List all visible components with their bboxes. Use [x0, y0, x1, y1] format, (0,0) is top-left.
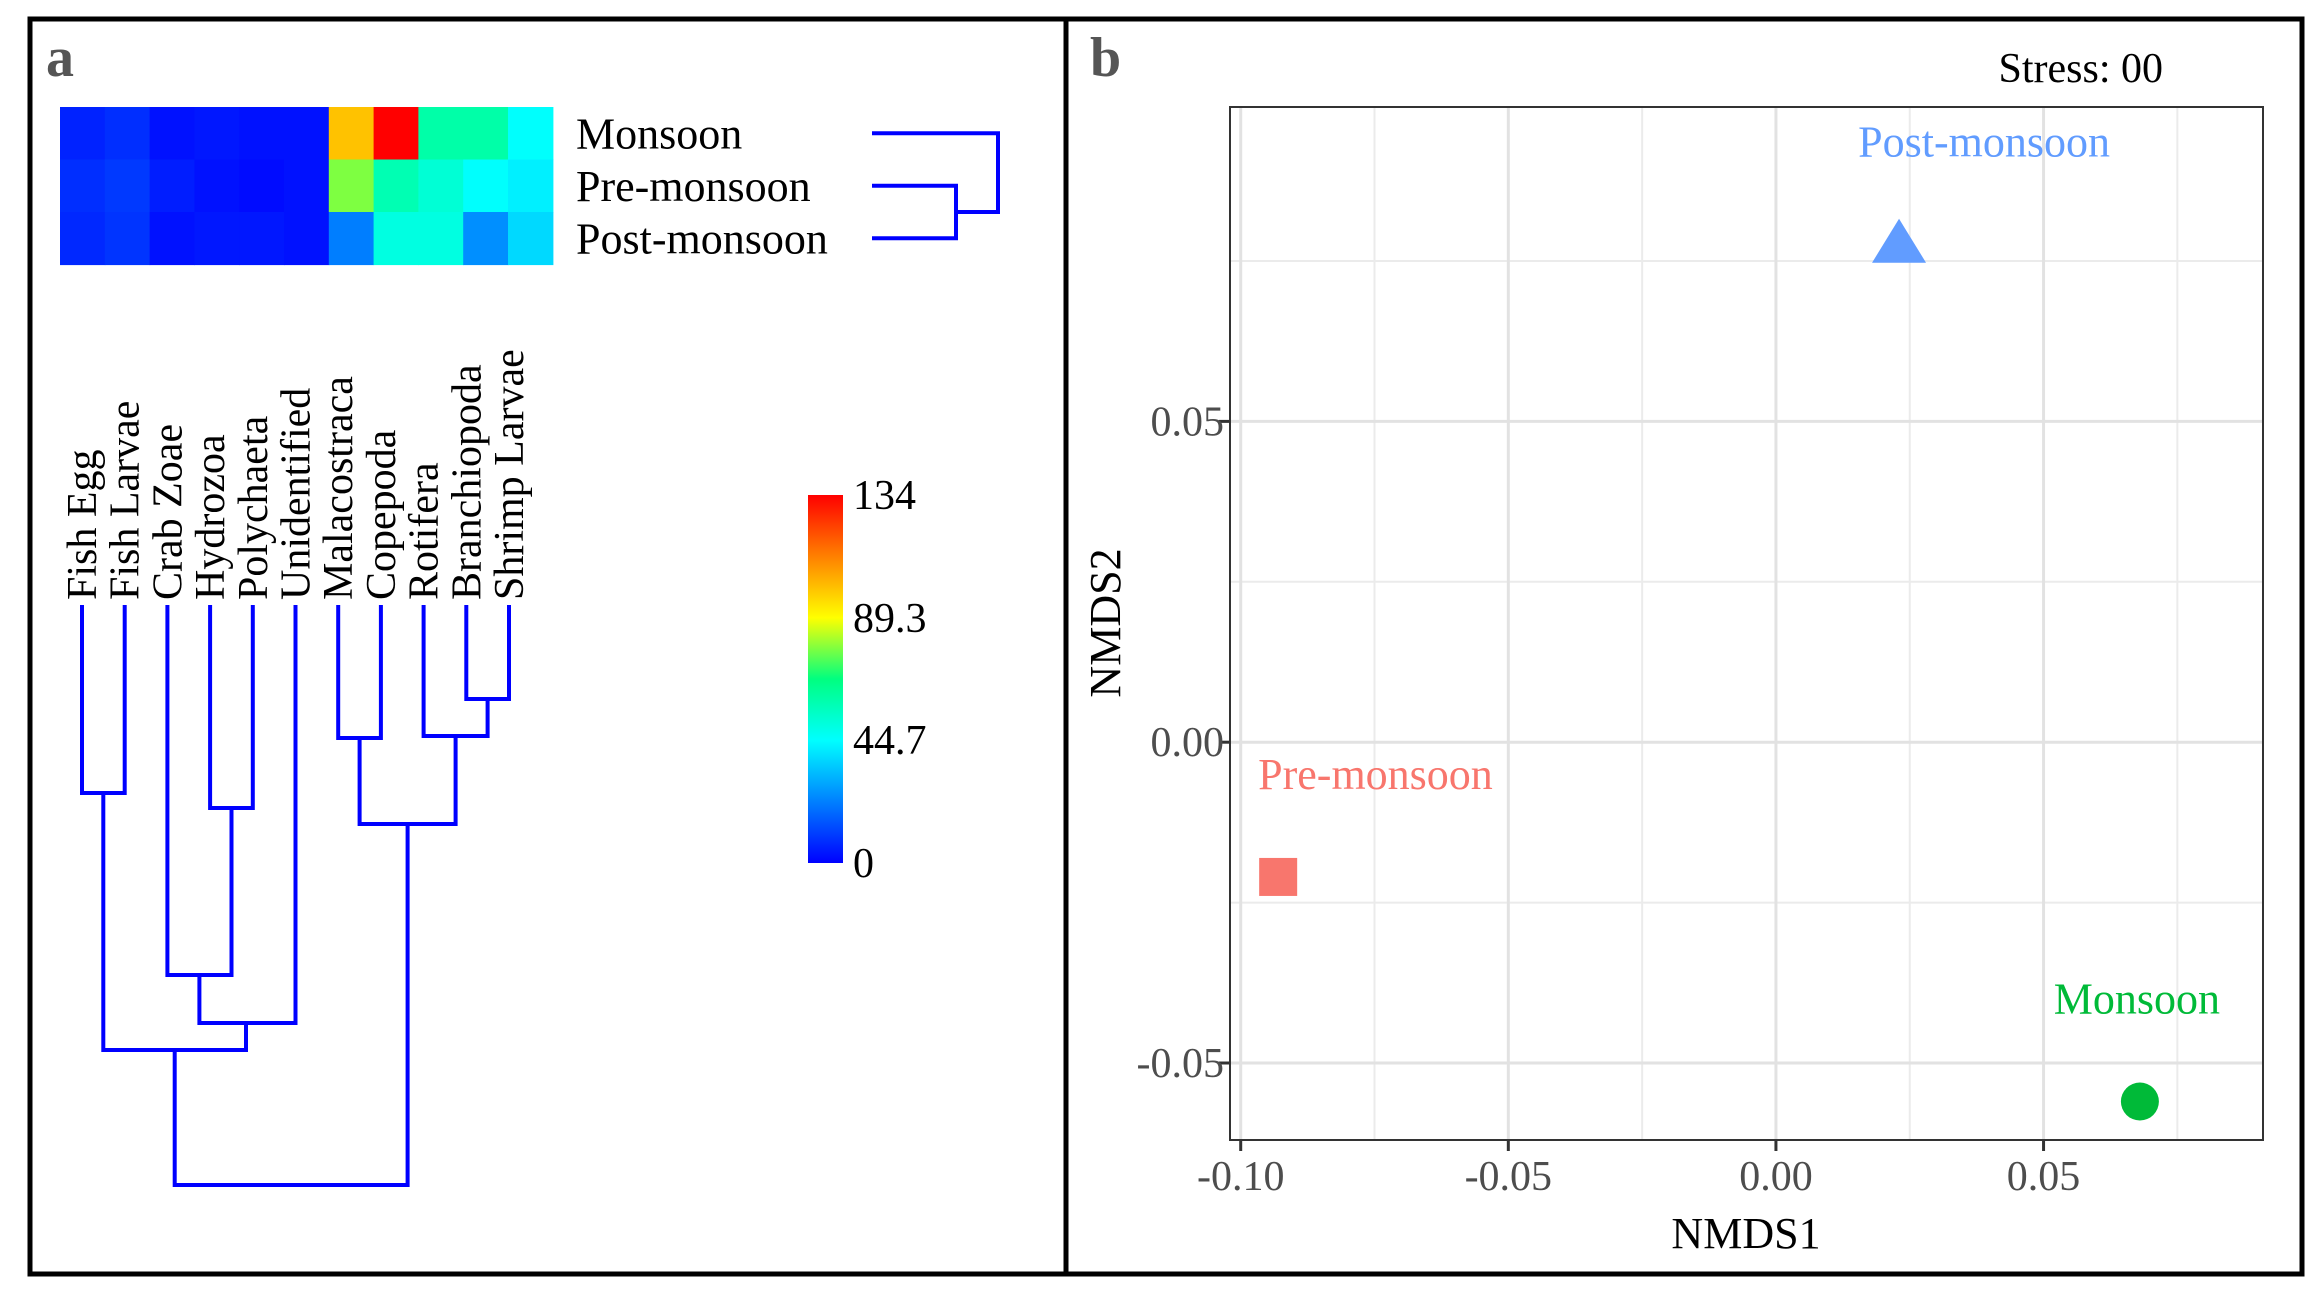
taxon-label-rotifera: Rotifera: [402, 462, 448, 600]
y-axis-title: NMDS2: [1081, 548, 1130, 697]
heatmap-cell-post-monsoon-hydrozoa: [194, 212, 240, 266]
y-tick-label-0-05: -0.05: [1137, 1041, 1225, 1087]
season-label-post-monsoon: Post-monsoon: [576, 214, 828, 263]
heatmap-cell-pre-monsoon-hydrozoa: [194, 159, 240, 213]
colorbar: [808, 495, 843, 863]
heatmap: [60, 107, 554, 266]
y-tick-label-0-00: 0.00: [1151, 720, 1225, 766]
plot-border: [1229, 106, 2264, 1141]
colorbar-tick-89-3: 89.3: [853, 596, 927, 642]
y-axis: 0.05 0.00 -0.05: [1137, 399, 1230, 1087]
heatmap-cell-pre-monsoon-fish-egg: [60, 159, 106, 213]
season-label-monsoon: Monsoon: [576, 109, 742, 158]
heatmap-cell-monsoon-copepoda: [373, 107, 419, 161]
heatmap-cell-monsoon-crab-zoae: [149, 107, 195, 161]
taxon-label-crab-zoae: Crab Zoae: [145, 424, 191, 600]
colorbar-tick-134: 134: [853, 473, 916, 519]
row-dendrogram: [872, 131, 1000, 241]
heatmap-cell-pre-monsoon-copepoda: [373, 159, 419, 213]
heatmap-cell-post-monsoon-malacostraca: [328, 212, 375, 266]
y-tick-label-0-05: 0.05: [1151, 399, 1225, 445]
taxon-label-fish-larvae: Fish Larvae: [103, 401, 149, 600]
heatmap-cell-monsoon-branchiopoda: [463, 107, 509, 161]
colorbar-tick-0: 0: [853, 841, 874, 887]
colorbar-tick-44-7: 44.7: [853, 718, 927, 764]
heatmap-cell-post-monsoon-branchiopoda: [463, 212, 509, 266]
taxon-label-hydrozoa: Hydrozoa: [188, 434, 234, 600]
point-label-pre-monsoon: Pre-monsoon: [1258, 750, 1493, 799]
taxon-label-branchiopoda: Branchiopoda: [444, 364, 490, 600]
heatmap-cell-pre-monsoon-rotifera: [418, 159, 464, 213]
heatmap-cell-pre-monsoon-unidentified: [284, 159, 330, 213]
season-label-pre-monsoon: Pre-monsoon: [576, 162, 811, 211]
point-label-monsoon: Monsoon: [2054, 975, 2220, 1024]
plot-grid: [1230, 107, 2263, 1140]
row-dendrogram-branch-root: [872, 131, 1000, 214]
column-dendrogram: [80, 605, 511, 1187]
taxon-label-copepoda: Copepoda: [359, 429, 405, 600]
heatmap-cell-monsoon-polychaeta: [239, 107, 285, 161]
heatmap-cell-monsoon-fish-larvae: [104, 107, 151, 161]
panel-b-label: b: [1090, 27, 1121, 89]
taxon-label-fish-egg: Fish Egg: [60, 449, 106, 600]
point-monsoon: [2120, 1082, 2159, 1121]
heatmap-cell-monsoon-unidentified: [284, 107, 330, 161]
heatmap-cell-post-monsoon-rotifera: [418, 212, 464, 266]
heatmap-cell-post-monsoon-unidentified: [284, 212, 330, 266]
heatmap-cell-post-monsoon-copepoda: [373, 212, 419, 266]
x-tick-label-0-05: -0.05: [1465, 1154, 1553, 1200]
taxon-label-shrimp-larvae: Shrimp Larvae: [487, 349, 533, 600]
point-label-post-monsoon: Post-monsoon: [1858, 118, 2110, 167]
stress-text: Stress: 00: [1998, 46, 2163, 92]
heatmap-cell-pre-monsoon-crab-zoae: [149, 159, 195, 213]
heatmap-cell-monsoon-malacostraca: [328, 107, 375, 161]
point-post-monsoon: [1872, 218, 1927, 263]
panel-a-label: a: [46, 27, 74, 89]
taxon-label-malacostraca: Malacostraca: [316, 376, 362, 600]
heatmap-cell-post-monsoon-polychaeta: [239, 212, 285, 266]
heatmap-cell-post-monsoon-fish-larvae: [104, 212, 151, 266]
x-tick-label-0-05: 0.05: [2007, 1154, 2081, 1200]
scatter-points: Pre-monsoon Post-monsoon Monsoon: [1258, 118, 2220, 1121]
taxon-label-unidentified: Unidentified: [274, 388, 320, 600]
heatmap-cell-pre-monsoon-branchiopoda: [463, 159, 509, 213]
x-axis-title: NMDS1: [1671, 1209, 1820, 1258]
heatmap-cell-monsoon-fish-egg: [60, 107, 106, 161]
column-dendrogram-branch-root: [172, 824, 410, 1187]
heatmap-cell-pre-monsoon-shrimp-larvae: [508, 159, 554, 213]
taxon-label-polychaeta: Polychaeta: [231, 415, 277, 600]
x-tick-label-0-10: -0.10: [1197, 1154, 1285, 1200]
heatmap-cell-pre-monsoon-malacostraca: [328, 159, 375, 213]
x-axis: -0.10 -0.05 0.00 0.05: [1197, 1140, 2080, 1200]
point-pre-monsoon: [1259, 857, 1298, 896]
heatmap-cell-post-monsoon-fish-egg: [60, 212, 106, 266]
heatmap-cell-post-monsoon-shrimp-larvae: [508, 212, 554, 266]
plot-panel: [1230, 107, 2263, 1140]
x-tick-label-0-00: 0.00: [1739, 1154, 1813, 1200]
heatmap-cell-pre-monsoon-fish-larvae: [104, 159, 151, 213]
colorbar-ticks: 134 89.3 44.7 0: [853, 473, 927, 887]
heatmap-cell-post-monsoon-crab-zoae: [149, 212, 195, 266]
heatmap-cell-pre-monsoon-polychaeta: [239, 159, 285, 213]
heatmap-cell-monsoon-hydrozoa: [194, 107, 240, 161]
heatmap-cell-monsoon-rotifera: [418, 107, 464, 161]
heatmap-cell-monsoon-shrimp-larvae: [508, 107, 554, 161]
